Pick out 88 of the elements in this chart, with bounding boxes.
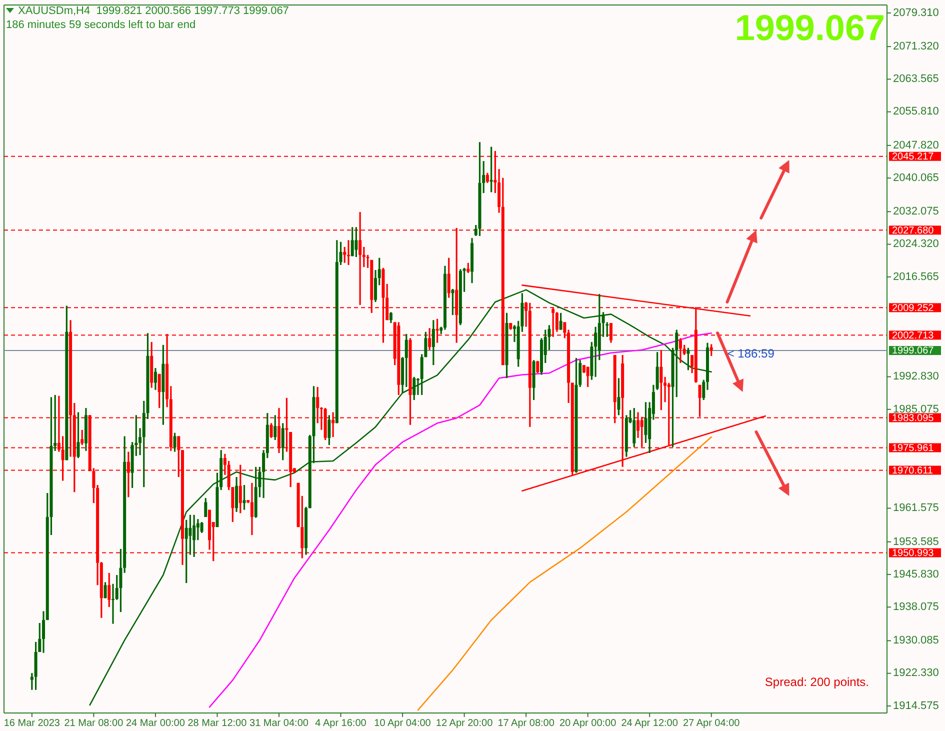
y-tick-label: 1992.830 (893, 370, 939, 383)
x-tick-label: 21 Mar 08:00 (64, 718, 124, 729)
candlestick (281, 422, 284, 461)
candlestick (586, 366, 590, 388)
candlestick (235, 476, 238, 513)
ref-line-label: 1999.067 (892, 346, 934, 357)
y-tick-label: 2024.320 (893, 238, 939, 250)
candlestick (192, 514, 196, 558)
candlestick (412, 376, 416, 401)
candlestick (710, 343, 713, 357)
candlestick (490, 146, 493, 193)
y-tick-label: 1938.075 (893, 601, 939, 613)
x-tick-label: 4 Apr 16:00 (315, 718, 367, 729)
line-series (208, 332, 712, 708)
y-tick-label: 2071.320 (893, 40, 939, 52)
ref-line-label: 1975.961 (892, 442, 934, 454)
y-tick-label: 2055.810 (893, 106, 939, 118)
candlestick (644, 401, 648, 444)
x-tick-label: 31 Mar 04:00 (250, 718, 309, 729)
x-tick-label: 16 Mar 2023 (4, 718, 60, 729)
candlestick (274, 414, 277, 441)
annotation: Spread: 200 points. (764, 675, 869, 689)
ref-line-label: 2027.680 (892, 225, 934, 236)
candlestick (632, 407, 636, 448)
candlestick (270, 422, 273, 439)
ref-line-label: 2002.713 (892, 330, 934, 342)
candlestick (76, 411, 80, 459)
candlestick (200, 521, 204, 534)
y-tick-label: 1922.330 (893, 667, 939, 680)
y-tick-label: 2047.820 (893, 139, 939, 152)
candlestick (555, 311, 558, 333)
candlestick (173, 432, 176, 453)
candlestick (536, 360, 540, 374)
candlestick (80, 429, 84, 446)
line-series (89, 289, 712, 706)
candlestick (559, 312, 562, 331)
x-tick-label: 28 Mar 12:00 (188, 718, 248, 729)
candlestick (328, 414, 331, 446)
annotation: < 186:59 (727, 346, 775, 361)
ref-line-label: 1983.095 (892, 412, 934, 424)
y-tick-label: 1953.585 (893, 536, 939, 548)
chart-title: XAUUSDm,H4 1999.821 2000.566 1997.773 1999.067 (18, 5, 289, 17)
y-tick-label: 1985.075 (893, 403, 939, 416)
candlestick (486, 172, 489, 184)
candlestick (678, 337, 682, 364)
y-tick-label: 2063.565 (893, 73, 939, 86)
candlestick (447, 257, 450, 299)
candlestick (154, 367, 157, 391)
candlestick (656, 351, 659, 391)
y-tick-label: 1914.575 (893, 700, 939, 712)
y-tick-label: 1930.085 (893, 634, 939, 647)
candlestick (432, 319, 435, 366)
x-tick-label: 10 Apr 04:00 (374, 718, 432, 729)
candlestick (354, 226, 358, 258)
x-tick-label: 27 Apr 04:00 (682, 718, 740, 729)
ref-line-label: 1970.611 (892, 465, 934, 476)
candlestick (184, 519, 188, 584)
x-tick-label: 24 Mar 00:00 (126, 718, 186, 729)
candlestick (242, 484, 246, 511)
candlestick (617, 377, 620, 416)
y-tick-label: 2079.310 (893, 6, 939, 19)
x-tick-label: 17 Apr 08:00 (498, 718, 555, 729)
candlestick (350, 226, 354, 257)
candlestick (250, 482, 254, 536)
x-tick-label: 12 Apr 20:00 (436, 718, 494, 729)
candlestick (104, 581, 107, 599)
ref-line-label: 2009.252 (892, 302, 934, 314)
x-tick-label: 20 Apr 00:00 (559, 718, 617, 729)
candlestick (686, 347, 690, 371)
y-tick-label: 1961.575 (893, 502, 939, 514)
text: 186 minutes 59 seconds left to bar end (6, 19, 196, 31)
y-tick-label: 2032.075 (893, 206, 939, 218)
ref-line-label: 1950.993 (892, 548, 934, 559)
line-series (417, 436, 712, 711)
candlestick (594, 326, 598, 378)
candlestick (389, 311, 392, 324)
annotation: 1999.067 (734, 7, 885, 48)
ref-line-label: 2045.217 (892, 152, 934, 163)
candlestick (108, 572, 111, 608)
candlestick (158, 373, 161, 409)
y-tick-label: 2016.565 (893, 270, 939, 283)
candlestick (660, 349, 663, 411)
x-tick-label: 24 Apr 12:00 (621, 718, 678, 729)
candlestick (451, 288, 454, 316)
y-tick-label: 2040.065 (893, 172, 939, 184)
candlestick (188, 514, 192, 556)
y-tick-label: 1945.830 (893, 568, 939, 580)
candlestick (204, 497, 208, 518)
